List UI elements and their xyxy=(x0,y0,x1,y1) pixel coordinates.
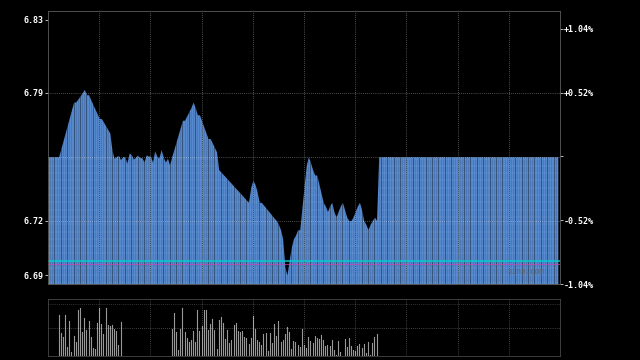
Text: sina.com: sina.com xyxy=(508,267,545,276)
